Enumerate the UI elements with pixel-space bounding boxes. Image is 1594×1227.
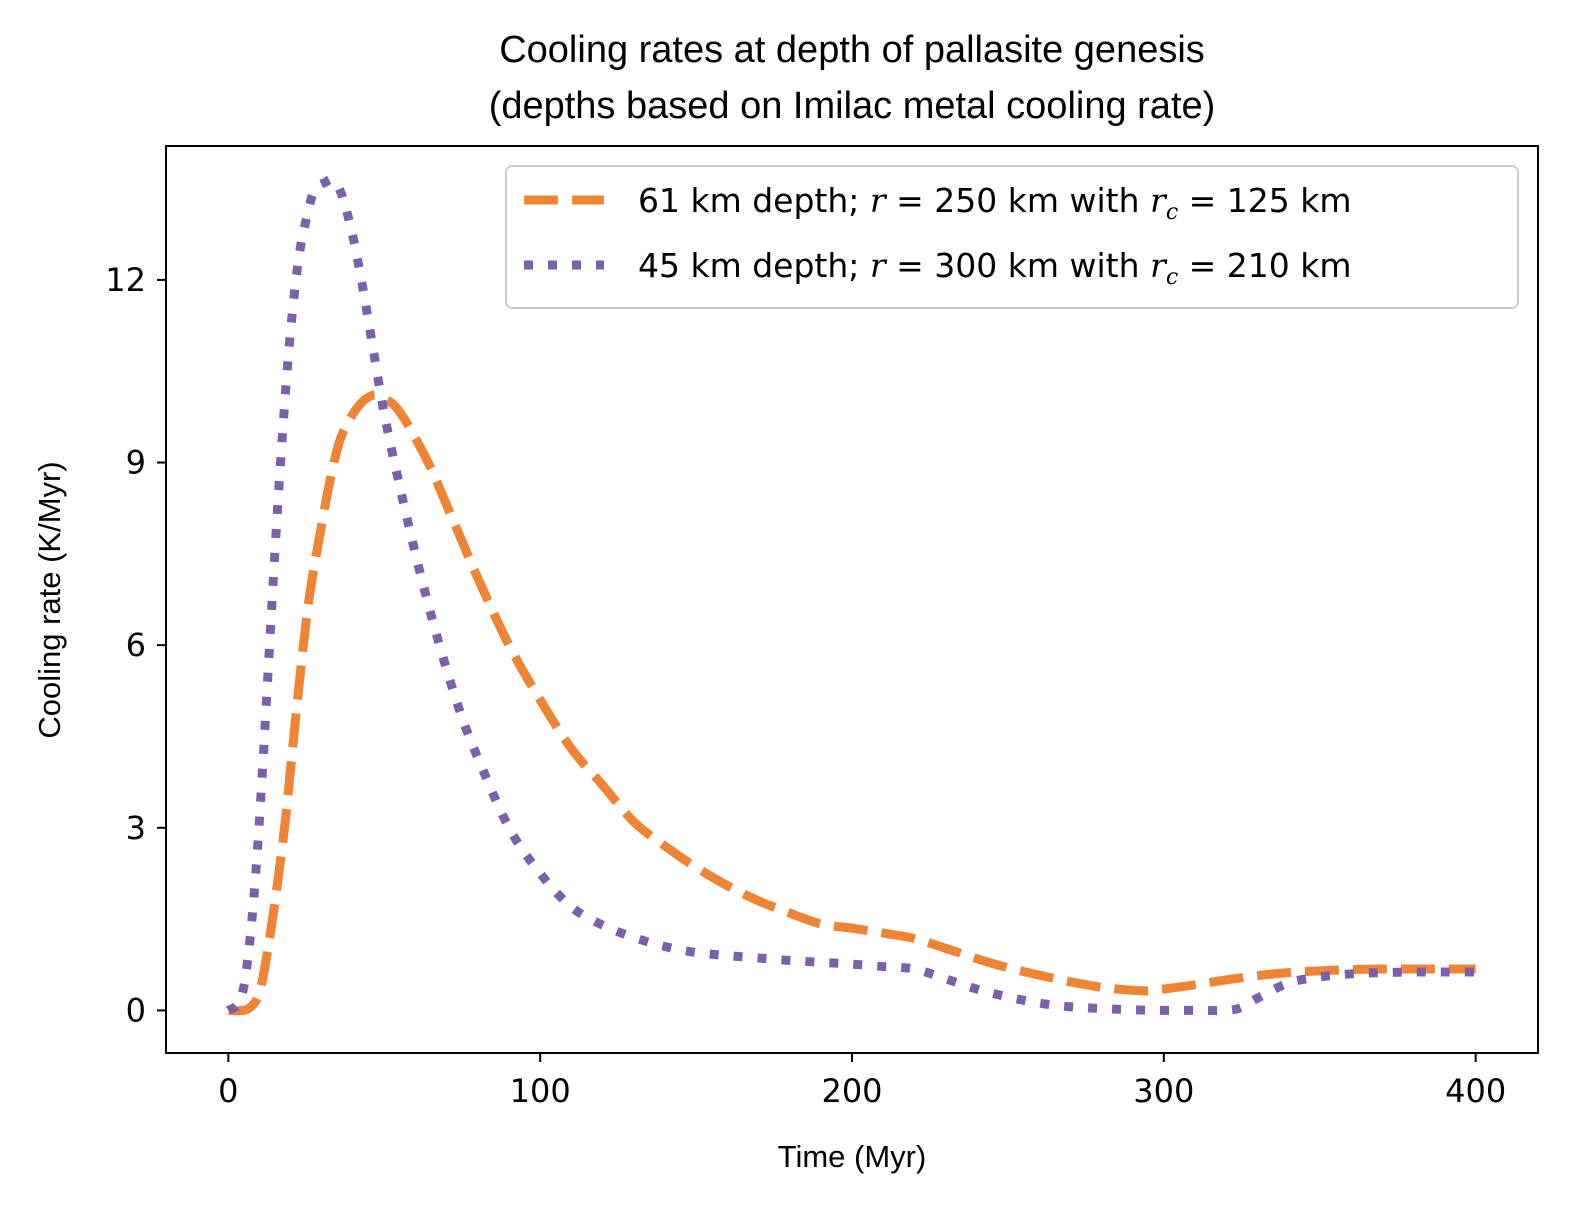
chart-subtitle: (depths based on Imilac metal cooling ra… [489, 85, 1216, 127]
legend-entry-61km: 61 km depth; r = 250 km with rc = 125 km [638, 181, 1352, 225]
series-45km-line [225, 174, 1476, 1016]
x-axis-label: Time (Myr) [778, 1139, 927, 1174]
legend-45km-rc-sub: c [1166, 265, 1178, 290]
legend-45km-r: r [870, 246, 888, 285]
y-tick-label: 0 [126, 991, 146, 1029]
x-tick-label: 100 [510, 1072, 571, 1110]
legend-61km-core: = 125 km [1178, 181, 1351, 220]
legend-61km-radius: = 250 km with [886, 181, 1150, 220]
legend-45km-radius: = 300 km with [886, 246, 1150, 285]
y-tick-label: 12 [105, 261, 146, 299]
y-tick-label: 3 [126, 809, 146, 847]
axis-ticks: 0 100 200 300 400 0 3 6 9 12 [105, 261, 1506, 1110]
x-tick-label: 300 [1133, 1072, 1194, 1110]
legend-61km-prefix: 61 km depth; [638, 181, 870, 220]
legend-45km-prefix: 45 km depth; [638, 246, 870, 285]
plot-frame [165, 145, 1539, 1054]
series-61km-line [228, 390, 1476, 1016]
legend-61km-rc: r [1150, 181, 1168, 220]
legend-45km-rc: r [1150, 246, 1168, 285]
legend: 61 km depth; r = 250 km with rc = 125 km… [505, 165, 1519, 309]
legend-box [505, 165, 1519, 309]
series-layer [225, 174, 1476, 1016]
x-tick-label: 0 [218, 1072, 238, 1110]
chart-title: Cooling rates at depth of pallasite gene… [499, 29, 1205, 71]
y-tick-label: 6 [126, 626, 146, 664]
y-tick-label: 9 [126, 444, 146, 482]
x-tick-label: 400 [1445, 1072, 1506, 1110]
legend-61km-rc-sub: c [1166, 200, 1178, 225]
legend-45km-core: = 210 km [1178, 246, 1351, 285]
legend-entry-45km: 45 km depth; r = 300 km with rc = 210 km [638, 246, 1352, 290]
legend-61km-r: r [870, 181, 888, 220]
y-axis-label: Cooling rate (K/Myr) [32, 461, 67, 738]
x-tick-label: 200 [821, 1072, 882, 1110]
